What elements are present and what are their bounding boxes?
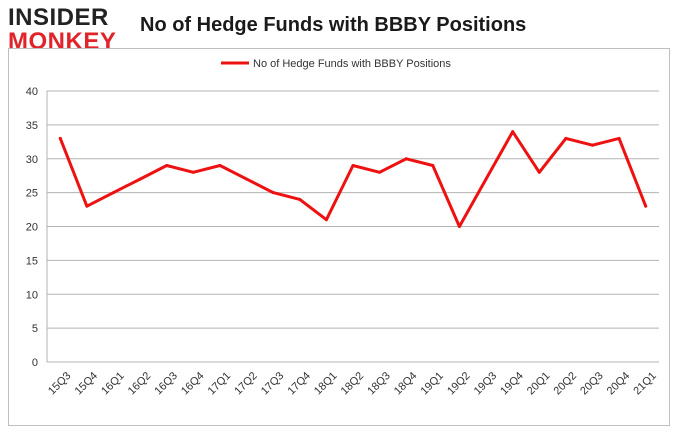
data-point-20Q1	[537, 170, 541, 174]
x-tick-label-20Q1: 20Q1	[525, 370, 553, 398]
x-tick-label-19Q2: 19Q2	[445, 370, 473, 398]
x-tick-label-16Q4: 16Q4	[179, 370, 207, 398]
x-tick-label-20Q4: 20Q4	[605, 370, 633, 398]
data-point-16Q3	[165, 164, 169, 168]
insider-monkey-logo: INSIDER MONKEY	[8, 6, 130, 58]
y-tick-label-10: 10	[26, 289, 38, 301]
y-tick-label-15: 15	[26, 255, 38, 267]
data-point-21Q1	[644, 204, 648, 208]
data-point-17Q3	[271, 191, 275, 195]
x-tick-label-16Q3: 16Q3	[152, 370, 180, 398]
x-tick-label-17Q3: 17Q3	[259, 370, 287, 398]
data-point-17Q1	[218, 164, 222, 168]
x-tick-label-18Q2: 18Q2	[339, 370, 367, 398]
x-tick-label-17Q4: 17Q4	[285, 370, 313, 398]
x-tick-label-17Q1: 17Q1	[206, 370, 234, 398]
logo-line-insider: INSIDER	[8, 4, 109, 31]
y-tick-label-35: 35	[26, 120, 38, 132]
x-tick-label-19Q4: 19Q4	[498, 370, 526, 398]
x-tick-label-15Q4: 15Q4	[73, 370, 101, 398]
data-point-18Q4	[404, 157, 408, 161]
y-tick-label-40: 40	[26, 86, 38, 98]
x-tick-label-19Q3: 19Q3	[472, 370, 500, 398]
x-tick-label-15Q3: 15Q3	[46, 370, 74, 398]
x-tick-label-16Q1: 16Q1	[99, 370, 127, 398]
x-tick-label-17Q2: 17Q2	[232, 370, 260, 398]
x-tick-label-18Q3: 18Q3	[365, 370, 393, 398]
data-point-16Q4	[191, 170, 195, 174]
y-tick-label-20: 20	[26, 222, 38, 234]
x-tick-label-18Q1: 18Q1	[312, 370, 340, 398]
data-point-18Q3	[378, 170, 382, 174]
data-point-18Q2	[351, 164, 355, 168]
data-point-17Q4	[298, 197, 302, 201]
chart-frame	[8, 48, 670, 426]
data-point-20Q4	[617, 136, 621, 140]
legend-label: No of Hedge Funds with BBBY Positions	[253, 58, 451, 70]
x-tick-label-19Q1: 19Q1	[418, 370, 446, 398]
data-point-18Q1	[324, 218, 328, 222]
y-tick-label-5: 5	[32, 323, 38, 335]
data-point-19Q2	[457, 225, 461, 228]
data-point-15Q3	[58, 136, 62, 140]
series-line-0	[58, 130, 648, 228]
data-point-19Q1	[431, 164, 435, 168]
data-point-20Q3	[590, 143, 594, 147]
x-tick-label-16Q2: 16Q2	[126, 370, 154, 398]
data-point-17Q2	[245, 177, 249, 181]
x-tick-label-20Q2: 20Q2	[552, 370, 580, 398]
y-tick-label-30: 30	[26, 154, 38, 166]
data-point-19Q3	[484, 177, 488, 181]
chart-title: No of Hedge Funds with BBBY Positions	[140, 14, 527, 36]
y-tick-label-0: 0	[32, 357, 38, 369]
data-point-19Q4	[511, 130, 515, 134]
x-tick-label-18Q4: 18Q4	[392, 370, 420, 398]
data-point-15Q4	[85, 204, 89, 208]
data-point-16Q2	[138, 177, 142, 181]
data-point-16Q1	[112, 191, 116, 195]
data-point-20Q2	[564, 136, 568, 140]
x-tick-label-21Q1: 21Q1	[631, 370, 659, 398]
y-tick-label-25: 25	[26, 188, 38, 200]
x-tick-label-20Q3: 20Q3	[578, 370, 606, 398]
